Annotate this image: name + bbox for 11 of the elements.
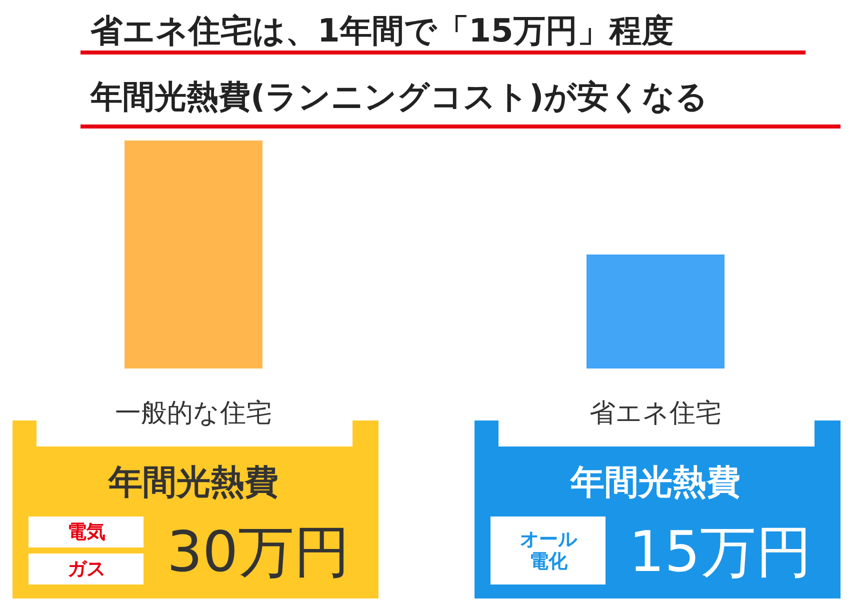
text: 年間光熱費 — [108, 462, 278, 502]
text: 年間光熱費 — [570, 462, 740, 502]
chart-title: 省エネ住宅は、1年間で「15万円」程度 — [90, 12, 674, 50]
data-label: 15万円 — [628, 520, 812, 585]
x-tick-label: 省エネ住宅 — [590, 398, 722, 428]
text: 電気 — [68, 521, 106, 543]
text: ガス — [68, 558, 106, 580]
x-tick-label: 一般的な住宅 — [115, 398, 272, 428]
text: オール電化 — [520, 528, 578, 572]
chart-subtitle: 年間光熱費(ランニングコスト)が安くなる — [90, 78, 708, 116]
data-label: 30万円 — [166, 520, 350, 585]
